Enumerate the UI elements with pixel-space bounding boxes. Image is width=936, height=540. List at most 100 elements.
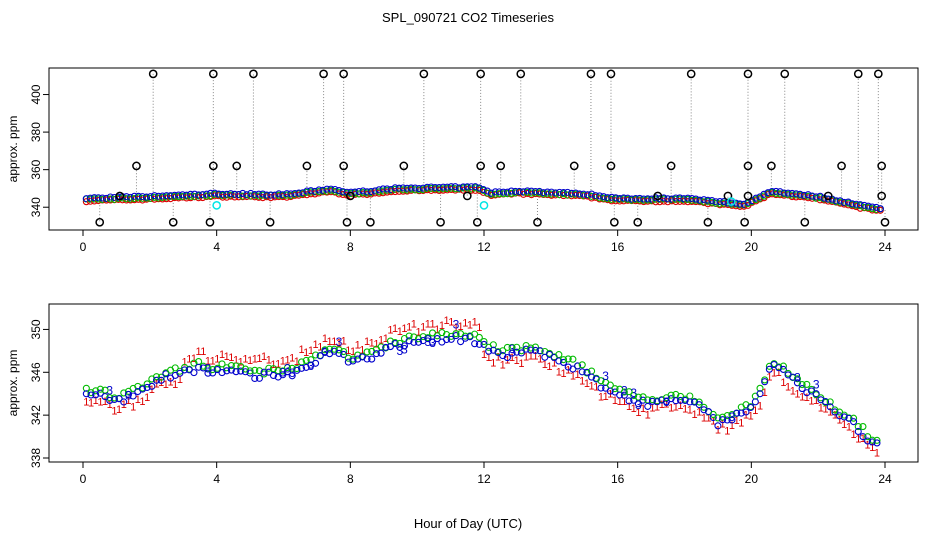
band-point bbox=[467, 185, 475, 193]
red-marker: 1 bbox=[532, 351, 538, 363]
excursion-point bbox=[653, 191, 663, 201]
blue-point bbox=[204, 369, 212, 377]
red-marker: 1 bbox=[406, 321, 412, 333]
band-point bbox=[142, 193, 151, 201]
band-point bbox=[487, 189, 495, 197]
red-marker: 1 bbox=[186, 354, 192, 366]
red-marker: 1 bbox=[780, 377, 786, 389]
green-point bbox=[480, 337, 488, 346]
red-marker: 1 bbox=[771, 368, 777, 380]
y-tick-label: 342 bbox=[29, 405, 43, 425]
band-point bbox=[479, 188, 487, 196]
red-marker: 1 bbox=[345, 345, 351, 357]
green-point bbox=[625, 388, 633, 396]
blue-point bbox=[101, 393, 109, 401]
red-marker: 1 bbox=[247, 355, 253, 367]
blue-point bbox=[845, 414, 853, 422]
excursion-point bbox=[533, 217, 542, 227]
band-point bbox=[223, 193, 231, 201]
red-marker: 1 bbox=[83, 397, 89, 409]
band-point bbox=[391, 184, 399, 192]
green-point bbox=[639, 393, 647, 401]
x-tick-label: 0 bbox=[80, 472, 87, 486]
y-tick-label: 380 bbox=[29, 122, 43, 142]
red-marker: 1 bbox=[116, 404, 122, 416]
green-point bbox=[269, 365, 278, 373]
green-point bbox=[611, 385, 619, 393]
blue-point bbox=[793, 379, 801, 387]
band-point bbox=[740, 200, 748, 208]
band-point bbox=[808, 192, 816, 200]
band-point bbox=[86, 197, 94, 205]
excursion-point bbox=[880, 217, 890, 227]
blue-point bbox=[92, 391, 100, 399]
blue-point bbox=[433, 335, 441, 343]
red-marker: 1 bbox=[626, 401, 632, 413]
blue-point bbox=[737, 409, 745, 417]
blue-point bbox=[283, 368, 292, 376]
red-marker: 1 bbox=[182, 357, 188, 369]
red-marker: 1 bbox=[397, 326, 403, 338]
red-marker: 1 bbox=[822, 404, 828, 416]
red-marker: 1 bbox=[579, 375, 585, 387]
red-marker: 1 bbox=[196, 346, 202, 358]
band-point bbox=[203, 190, 211, 198]
red-marker: 1 bbox=[677, 400, 683, 412]
band-point bbox=[319, 186, 327, 194]
blue-point bbox=[485, 347, 493, 355]
blue-point bbox=[157, 376, 165, 384]
red-marker: 1 bbox=[799, 391, 805, 403]
red-marker: 1 bbox=[743, 410, 749, 422]
green-point bbox=[793, 375, 801, 383]
red-marker: 1 bbox=[93, 395, 99, 407]
excursion-point bbox=[339, 161, 348, 171]
blue-marker: 3 bbox=[429, 336, 436, 350]
blue-point bbox=[588, 373, 596, 381]
excursion-point bbox=[342, 217, 352, 227]
red-marker: 1 bbox=[514, 355, 520, 367]
red-marker: 1 bbox=[336, 338, 342, 350]
red-marker: 1 bbox=[453, 322, 459, 334]
band-point bbox=[387, 186, 395, 194]
band-point bbox=[106, 195, 114, 203]
blue-point bbox=[826, 403, 834, 411]
red-marker: 1 bbox=[500, 360, 506, 372]
blue-point bbox=[288, 372, 296, 380]
band-point bbox=[255, 190, 263, 198]
band-point bbox=[776, 190, 784, 198]
blue-point bbox=[779, 365, 787, 374]
band-point bbox=[511, 187, 519, 196]
red-marker: 1 bbox=[444, 315, 450, 327]
red-marker: 1 bbox=[219, 349, 225, 361]
red-marker: 1 bbox=[724, 425, 730, 437]
green-point bbox=[120, 389, 128, 397]
band-point bbox=[199, 191, 207, 199]
red-marker: 1 bbox=[715, 424, 721, 436]
red-marker: 1 bbox=[317, 341, 323, 353]
band-point bbox=[191, 192, 199, 201]
excursion-point bbox=[345, 191, 355, 201]
green-point bbox=[779, 362, 787, 370]
band-point bbox=[323, 187, 331, 195]
green-point bbox=[283, 363, 292, 372]
green-point bbox=[443, 331, 451, 339]
blue-point bbox=[559, 358, 568, 366]
blue-point bbox=[723, 416, 731, 424]
y-tick-label: 350 bbox=[29, 319, 43, 339]
red-marker: 1 bbox=[836, 414, 842, 426]
blue-point bbox=[555, 357, 563, 365]
red-marker: 1 bbox=[210, 356, 216, 368]
band-point bbox=[239, 192, 247, 200]
red-marker: 1 bbox=[523, 352, 529, 364]
band-point bbox=[551, 189, 560, 197]
blue-marker: 3 bbox=[509, 342, 516, 356]
red-marker: 1 bbox=[172, 379, 178, 391]
y-axis-label: approx. ppm bbox=[6, 350, 20, 417]
green-point bbox=[471, 330, 479, 338]
excursion-point bbox=[302, 161, 312, 171]
blue-point bbox=[410, 338, 418, 346]
green-point bbox=[335, 346, 343, 354]
red-marker: 1 bbox=[846, 421, 852, 433]
blue-marker: 3 bbox=[279, 365, 286, 379]
blue-point bbox=[297, 364, 306, 372]
